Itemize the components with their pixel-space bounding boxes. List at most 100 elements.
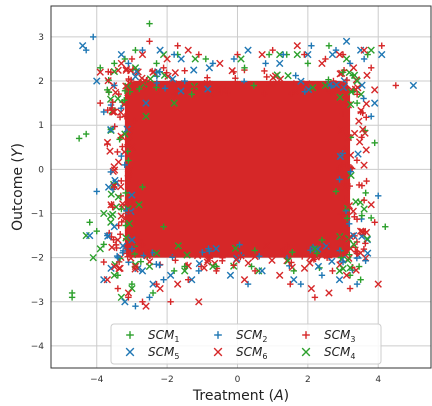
dense-edge-marker <box>346 220 353 228</box>
dense-edge-marker <box>128 125 135 132</box>
data-point <box>139 46 146 54</box>
data-point <box>82 46 90 54</box>
dense-edge-marker <box>123 250 131 257</box>
dense-edge-marker <box>172 257 179 264</box>
dense-edge-marker <box>121 214 130 222</box>
data-point <box>244 280 252 288</box>
data-point <box>160 223 167 230</box>
data-point <box>97 64 104 72</box>
data-point <box>335 276 344 284</box>
dense-edge-marker <box>343 215 351 222</box>
dense-edge-marker <box>212 244 220 253</box>
dense-edge-marker <box>223 84 230 92</box>
dense-core <box>124 81 351 258</box>
dense-edge-marker <box>337 210 345 218</box>
dense-edge-marker <box>161 85 169 92</box>
data-point <box>135 236 143 244</box>
dense-edge-marker <box>232 256 240 264</box>
dense-edge-marker <box>268 256 276 264</box>
data-point <box>132 302 139 310</box>
data-point <box>153 69 160 76</box>
dense-edge-marker <box>269 74 277 82</box>
dense-edge-marker <box>117 108 125 116</box>
data-point <box>114 254 122 261</box>
y-tick-label: −1 <box>31 209 44 219</box>
dense-edge-marker <box>344 101 353 109</box>
dense-edge-marker <box>328 257 336 265</box>
dense-edge-marker <box>119 143 126 150</box>
dense-edge-marker <box>218 88 225 96</box>
data-point <box>342 271 351 279</box>
data-point <box>335 50 344 59</box>
data-point <box>146 20 153 27</box>
legend-marker-scm2 <box>214 331 222 339</box>
data-point <box>356 227 365 235</box>
data-point <box>367 214 375 222</box>
legend-marker-scm6 <box>213 347 223 357</box>
dense-edge-marker <box>181 67 188 74</box>
data-point <box>251 267 259 275</box>
data-point <box>107 69 115 76</box>
dense-edge-marker <box>136 85 143 93</box>
data-point <box>304 60 312 67</box>
data-point <box>290 276 298 284</box>
dense-edge-marker <box>204 74 211 81</box>
series-scm6 <box>96 42 382 310</box>
dense-edge-marker <box>273 71 281 79</box>
dense-edge-marker <box>327 89 334 96</box>
data-point <box>367 46 375 54</box>
data-point <box>156 46 164 54</box>
data-point <box>325 289 333 297</box>
dense-edge-marker <box>125 209 132 216</box>
dense-edge-marker <box>352 198 360 206</box>
data-point <box>173 280 182 288</box>
data-point <box>111 60 118 67</box>
data-point <box>360 197 368 204</box>
data-point <box>118 152 125 160</box>
dense-edge-marker <box>111 88 120 97</box>
dense-edge-marker <box>263 73 270 81</box>
dense-edge-marker <box>340 179 348 186</box>
dense-edge-marker <box>163 69 170 76</box>
dense-edge-marker <box>345 254 353 262</box>
dense-edge-marker <box>342 146 350 154</box>
data-point <box>111 183 118 191</box>
data-point <box>339 258 347 266</box>
dense-edge-marker <box>359 125 367 134</box>
data-point <box>100 108 107 116</box>
data-point <box>248 263 255 270</box>
dense-edge-marker <box>353 157 361 164</box>
dense-edge-marker <box>363 71 371 79</box>
dense-edge-marker <box>114 148 121 156</box>
data-point <box>195 298 203 306</box>
data-point <box>107 125 115 134</box>
dense-edge-marker <box>306 259 314 267</box>
y-tick-label: −4 <box>31 342 45 352</box>
dense-edge-marker <box>206 89 214 98</box>
dense-edge-marker <box>119 242 127 250</box>
dense-edge-marker <box>103 138 112 147</box>
dense-edge-marker <box>325 241 334 250</box>
dense-edge-marker <box>280 247 288 256</box>
data-point <box>318 236 326 244</box>
data-point <box>93 227 100 235</box>
data-point <box>269 46 276 54</box>
dense-edge-marker <box>355 138 364 146</box>
dense-edge-marker <box>108 210 117 219</box>
dense-edge-marker <box>174 242 182 250</box>
data-point <box>86 219 93 226</box>
dense-edge-marker <box>116 136 123 143</box>
dense-edge-marker <box>361 127 369 134</box>
data-point <box>75 135 83 142</box>
data-point <box>353 99 361 107</box>
dense-edge-marker <box>362 189 369 197</box>
legend-label-scm2: SCM2 <box>236 328 267 344</box>
data-point <box>160 276 167 283</box>
data-point <box>349 240 358 249</box>
data-point <box>371 219 378 226</box>
data-point <box>128 280 136 288</box>
data-point <box>128 55 136 63</box>
dense-edge-marker <box>143 252 151 260</box>
data-point <box>96 68 104 76</box>
data-point <box>258 50 266 59</box>
